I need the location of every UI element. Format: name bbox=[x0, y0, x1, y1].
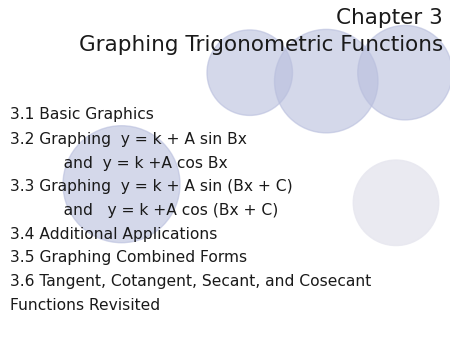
Ellipse shape bbox=[207, 30, 292, 115]
Ellipse shape bbox=[358, 25, 450, 120]
Text: 3.5 Graphing Combined Forms: 3.5 Graphing Combined Forms bbox=[10, 250, 247, 265]
Text: and  y = k +A cos Bx: and y = k +A cos Bx bbox=[10, 156, 228, 171]
Text: 3.3 Graphing  y = k + A sin (Bx + C): 3.3 Graphing y = k + A sin (Bx + C) bbox=[10, 179, 292, 194]
Ellipse shape bbox=[353, 160, 439, 245]
Ellipse shape bbox=[63, 126, 180, 243]
Text: 3.2 Graphing  y = k + A sin Bx: 3.2 Graphing y = k + A sin Bx bbox=[10, 132, 247, 147]
Text: Chapter 3: Chapter 3 bbox=[337, 8, 443, 28]
Text: 3.1 Basic Graphics: 3.1 Basic Graphics bbox=[10, 107, 154, 122]
Text: and   y = k +A cos (Bx + C): and y = k +A cos (Bx + C) bbox=[10, 203, 278, 218]
Text: 3.4 Additional Applications: 3.4 Additional Applications bbox=[10, 227, 217, 242]
Text: 3.6 Tangent, Cotangent, Secant, and Cosecant: 3.6 Tangent, Cotangent, Secant, and Cose… bbox=[10, 274, 371, 289]
Text: Functions Revisited: Functions Revisited bbox=[10, 298, 160, 313]
Ellipse shape bbox=[274, 29, 378, 133]
Text: Graphing Trigonometric Functions: Graphing Trigonometric Functions bbox=[79, 35, 443, 55]
